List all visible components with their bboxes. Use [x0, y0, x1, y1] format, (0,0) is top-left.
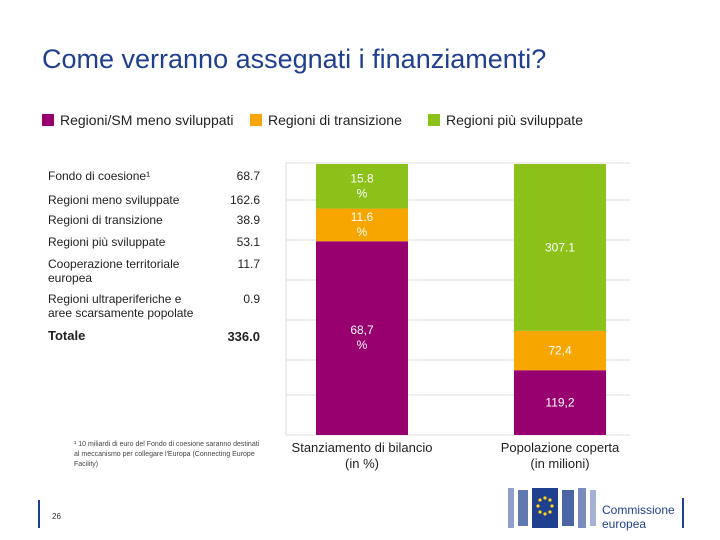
bar-segment: [316, 164, 408, 209]
european-commission-logo: [508, 484, 688, 532]
legend-swatch: [428, 114, 440, 126]
row-label: Regioni più sviluppate: [48, 235, 166, 249]
page-number: 26: [52, 512, 61, 521]
bar-segment: [514, 370, 606, 435]
legend-item-less-developed: Regioni/SM meno sviluppati: [42, 112, 234, 128]
page-number-bar: [38, 500, 40, 528]
footnote: ¹ 10 miliardi di euro del Fondo di coesi…: [74, 441, 260, 468]
data-label: 119,2: [545, 396, 574, 410]
bar-segment: [514, 330, 606, 371]
page-title: Come verranno assegnati i finanziamenti?: [42, 44, 547, 74]
row-value: 53.1: [236, 235, 260, 249]
row-value: 11.7: [237, 257, 260, 271]
total-label: Totale: [48, 328, 86, 343]
data-label: 72,4: [548, 344, 572, 358]
row-label: Regioni di transizione: [48, 213, 163, 227]
bar-segment: [316, 208, 408, 242]
bar-segment: [514, 164, 606, 331]
ec-logo-graphic: [508, 488, 684, 528]
x-axis-label: (in %): [345, 456, 379, 471]
row-value: 68.7: [236, 169, 260, 183]
x-axis-label: Stanziamento di bilancio: [292, 440, 433, 455]
legend-swatch: [42, 114, 54, 126]
row-label: Cooperazione territoriale europea: [48, 257, 180, 285]
legend-label: Regioni/SM meno sviluppati: [60, 112, 234, 128]
row-label: Regioni meno sviluppate: [48, 193, 180, 207]
data-label: 307.1: [545, 240, 575, 254]
ec-logo-text: Commissione europea: [602, 503, 675, 531]
legend-swatch: [250, 114, 262, 126]
data-label: 15.8%: [350, 171, 374, 200]
legend-label: Regioni più sviluppate: [446, 112, 583, 128]
total-value: 336.0: [227, 329, 260, 344]
row-label: Fondo di coesione¹: [48, 169, 151, 183]
legend-item-more-developed: Regioni più sviluppate: [428, 112, 583, 128]
legend-label: Regioni di transizione: [268, 112, 402, 128]
row-value: 38.9: [236, 213, 260, 227]
data-label: 11.6%: [351, 210, 374, 239]
x-axis-label: (in milioni): [530, 456, 589, 471]
ec-logo-text-line1: Commissione: [602, 503, 675, 517]
row-value: 162.6: [229, 193, 260, 207]
row-label: Regioni ultraperiferiche e aree scarsame…: [48, 292, 194, 320]
row-value: 0.9: [243, 292, 260, 306]
data-label: 68,7%: [350, 323, 374, 352]
bar-segment: [316, 241, 408, 435]
ec-logo-text-line2: europea: [602, 517, 647, 531]
legend-item-transition: Regioni di transizione: [250, 112, 402, 128]
x-axis-label: Popolazione coperta: [501, 440, 620, 455]
